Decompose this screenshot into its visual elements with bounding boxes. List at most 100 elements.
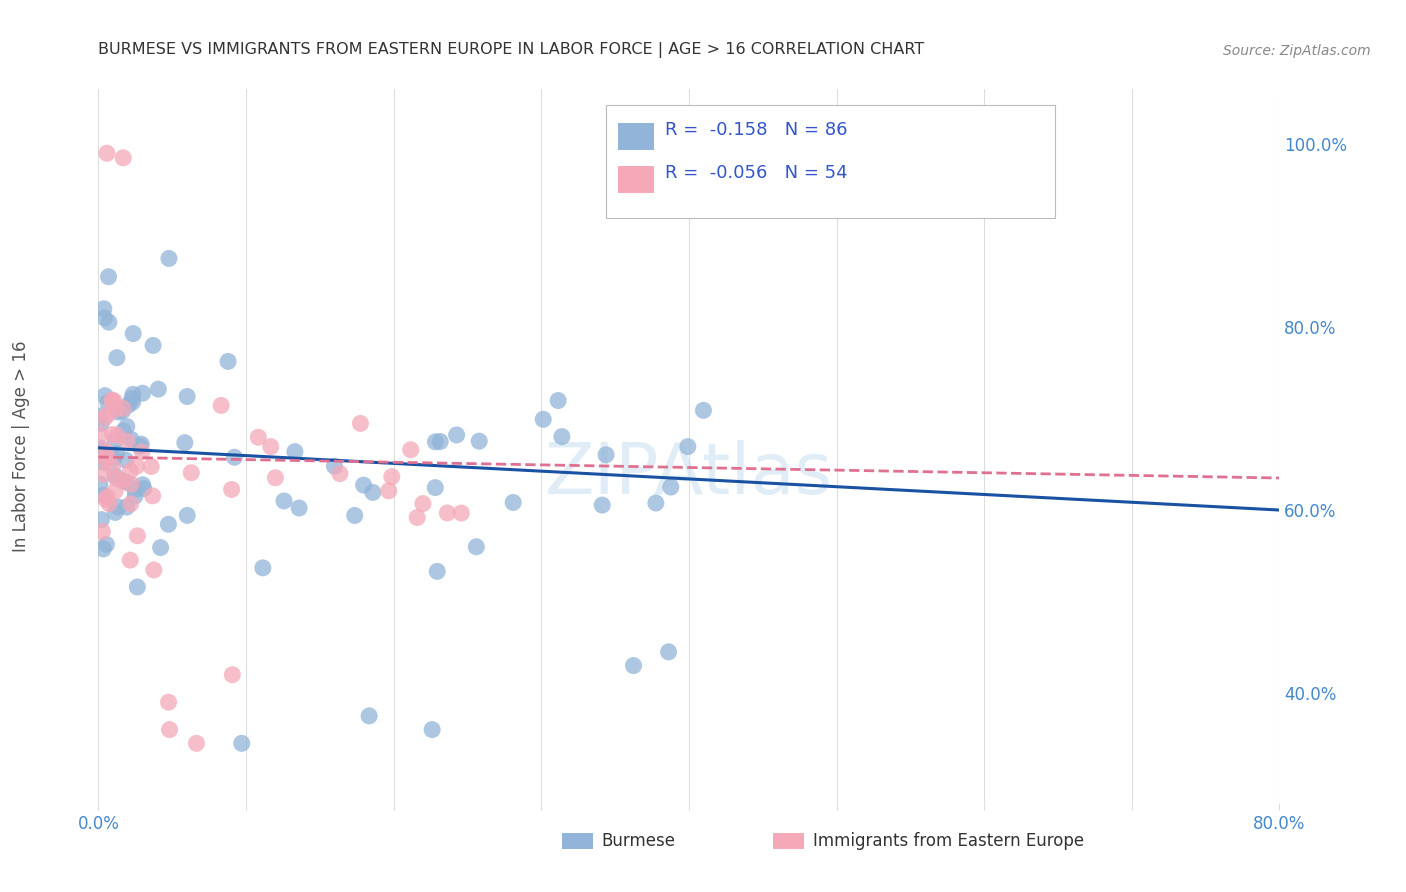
Point xyxy=(89,477,111,491)
Point xyxy=(531,412,554,426)
Point xyxy=(125,459,148,474)
Point xyxy=(117,398,139,412)
Point xyxy=(96,146,118,161)
Point xyxy=(93,455,115,469)
Point xyxy=(180,466,202,480)
Point xyxy=(131,386,153,401)
Point xyxy=(94,453,117,467)
Point xyxy=(425,434,447,449)
Point xyxy=(149,541,172,555)
Point xyxy=(465,540,488,554)
Point xyxy=(148,382,170,396)
Point xyxy=(89,427,111,442)
Point xyxy=(120,433,142,447)
Point xyxy=(131,477,153,491)
FancyBboxPatch shape xyxy=(619,166,654,193)
Point xyxy=(101,394,124,409)
Point xyxy=(89,446,111,460)
Point xyxy=(121,392,143,406)
Point xyxy=(115,419,138,434)
Point xyxy=(131,445,153,459)
Point xyxy=(96,537,118,551)
Point xyxy=(247,430,270,444)
Point xyxy=(91,541,114,556)
Point xyxy=(692,403,714,417)
Point xyxy=(120,477,142,491)
Point xyxy=(90,417,112,431)
Point xyxy=(91,524,114,539)
Point xyxy=(89,441,111,455)
Point xyxy=(406,510,429,524)
Point xyxy=(591,498,613,512)
Point xyxy=(105,351,128,365)
Point xyxy=(157,695,180,709)
Text: R =  -0.158   N = 86: R = -0.158 N = 86 xyxy=(665,121,848,139)
Point xyxy=(224,450,246,465)
Point xyxy=(94,443,117,458)
Point xyxy=(502,495,524,509)
Point xyxy=(129,437,152,451)
Point xyxy=(111,474,134,488)
Text: R =  -0.056   N = 54: R = -0.056 N = 54 xyxy=(665,164,848,182)
Point xyxy=(120,553,142,567)
Point xyxy=(121,395,143,409)
Point xyxy=(353,478,375,492)
Point xyxy=(221,483,243,497)
Point xyxy=(115,500,138,514)
Point xyxy=(122,387,145,401)
Point xyxy=(97,395,120,409)
Point xyxy=(412,497,434,511)
Point xyxy=(426,565,449,579)
Point xyxy=(117,434,139,449)
Point xyxy=(89,409,111,423)
Point xyxy=(105,428,128,442)
Point xyxy=(420,723,443,737)
Point xyxy=(343,508,366,523)
Point xyxy=(252,561,274,575)
Point xyxy=(359,709,381,723)
FancyBboxPatch shape xyxy=(606,105,1054,218)
Point xyxy=(93,488,115,502)
Point xyxy=(104,484,127,499)
Point xyxy=(658,645,681,659)
Point xyxy=(96,449,118,463)
Text: Source: ZipAtlas.com: Source: ZipAtlas.com xyxy=(1223,44,1371,58)
Point xyxy=(446,428,468,442)
Point xyxy=(111,474,134,488)
Point xyxy=(595,448,617,462)
Point xyxy=(260,440,283,454)
Point xyxy=(142,563,165,577)
Point xyxy=(273,494,295,508)
Point xyxy=(129,439,152,453)
Point xyxy=(221,667,243,681)
Text: In Labor Force | Age > 16: In Labor Force | Age > 16 xyxy=(13,340,30,552)
Text: Burmese: Burmese xyxy=(602,832,676,850)
Point xyxy=(97,269,120,284)
Point xyxy=(115,475,138,490)
Text: Immigrants from Eastern Europe: Immigrants from Eastern Europe xyxy=(813,832,1084,850)
Point xyxy=(97,408,120,422)
Point xyxy=(112,151,135,165)
Point xyxy=(425,481,447,495)
Point xyxy=(94,492,117,507)
Point xyxy=(157,252,180,266)
Point xyxy=(96,490,118,504)
Point xyxy=(142,338,165,352)
Text: BURMESE VS IMMIGRANTS FROM EASTERN EUROPE IN LABOR FORCE | AGE > 16 CORRELATION : BURMESE VS IMMIGRANTS FROM EASTERN EUROP… xyxy=(98,42,925,58)
Point xyxy=(468,434,491,449)
Point xyxy=(124,483,146,497)
Point xyxy=(264,471,287,485)
Point xyxy=(361,485,384,500)
Point xyxy=(659,480,682,494)
Point xyxy=(104,468,127,483)
Point xyxy=(329,467,352,481)
Point xyxy=(547,393,569,408)
Point xyxy=(105,447,128,461)
Point xyxy=(159,723,181,737)
Point xyxy=(349,417,371,431)
Point xyxy=(111,401,134,416)
Point xyxy=(101,459,124,474)
Point xyxy=(104,434,127,448)
Point xyxy=(450,506,472,520)
Point xyxy=(127,529,149,543)
